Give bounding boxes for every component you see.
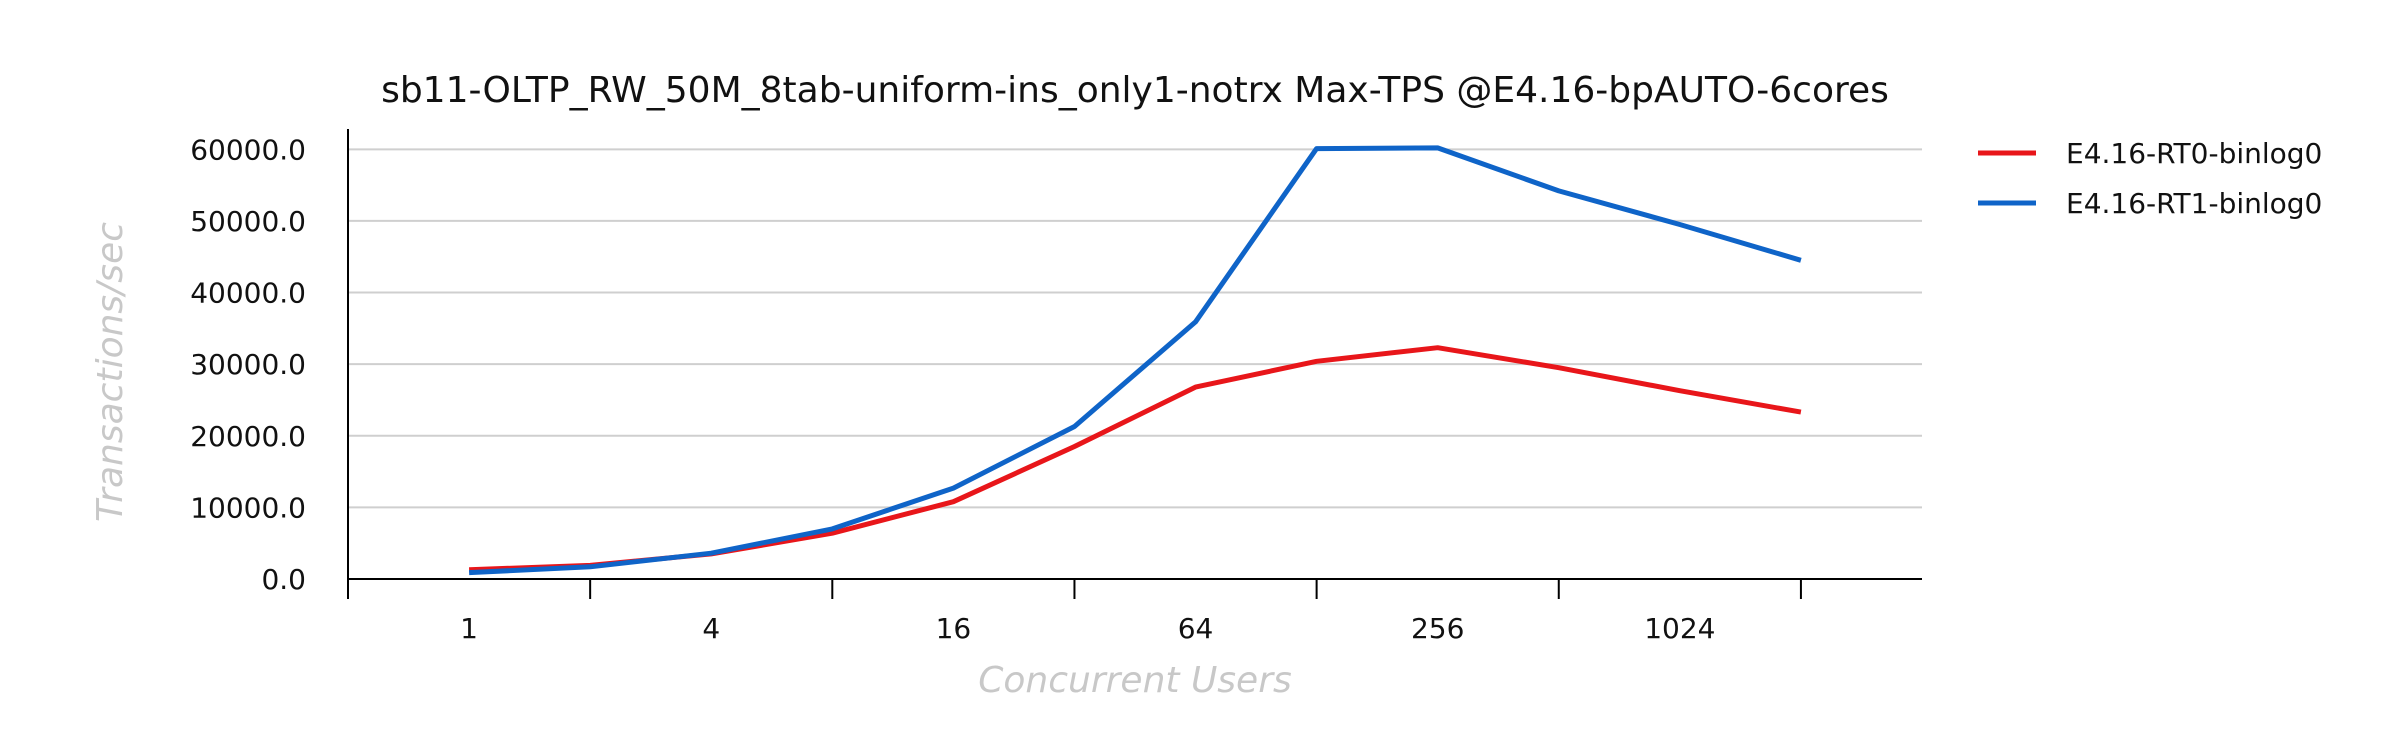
x-tick-label: 256: [1411, 612, 1464, 645]
legend: E4.16-RT0-binlog0 E4.16-RT1-binlog0: [1978, 137, 2322, 220]
x-axis-label: Concurrent Users: [978, 660, 1292, 701]
x-tick-label: 1: [460, 612, 478, 645]
x-tick-label: 1024: [1644, 612, 1715, 645]
y-tick-label: 40000.0: [190, 277, 306, 310]
legend-label: E4.16-RT1-binlog0: [2066, 187, 2322, 220]
y-axis-label: Transactions/sec: [90, 222, 131, 522]
chart-title: sb11-OLTP_RW_50M_8tab-uniform-ins_only1-…: [381, 70, 1889, 111]
axes: [347, 129, 1922, 599]
y-tick-label: 20000.0: [190, 420, 306, 453]
series-line-2: [468, 145, 1802, 576]
series-line-1: [469, 345, 1802, 573]
x-tick-label: 16: [936, 612, 972, 645]
grid: [348, 148, 1922, 509]
y-tick-label: 0.0: [261, 563, 306, 596]
x-tick-label: 4: [702, 612, 720, 645]
y-tick-label: 30000.0: [190, 348, 306, 381]
tick-labels: 0.0 10000.0 20000.0 30000.0 40000.0 50000.0 60…: [190, 133, 1715, 645]
x-tick-label: 64: [1178, 612, 1214, 645]
y-tick-label: 50000.0: [190, 205, 306, 238]
legend-label: E4.16-RT0-binlog0: [2066, 137, 2322, 170]
series-lines: [468, 145, 1802, 576]
y-tick-label: 10000.0: [190, 491, 306, 524]
y-tick-label: 60000.0: [190, 133, 306, 166]
